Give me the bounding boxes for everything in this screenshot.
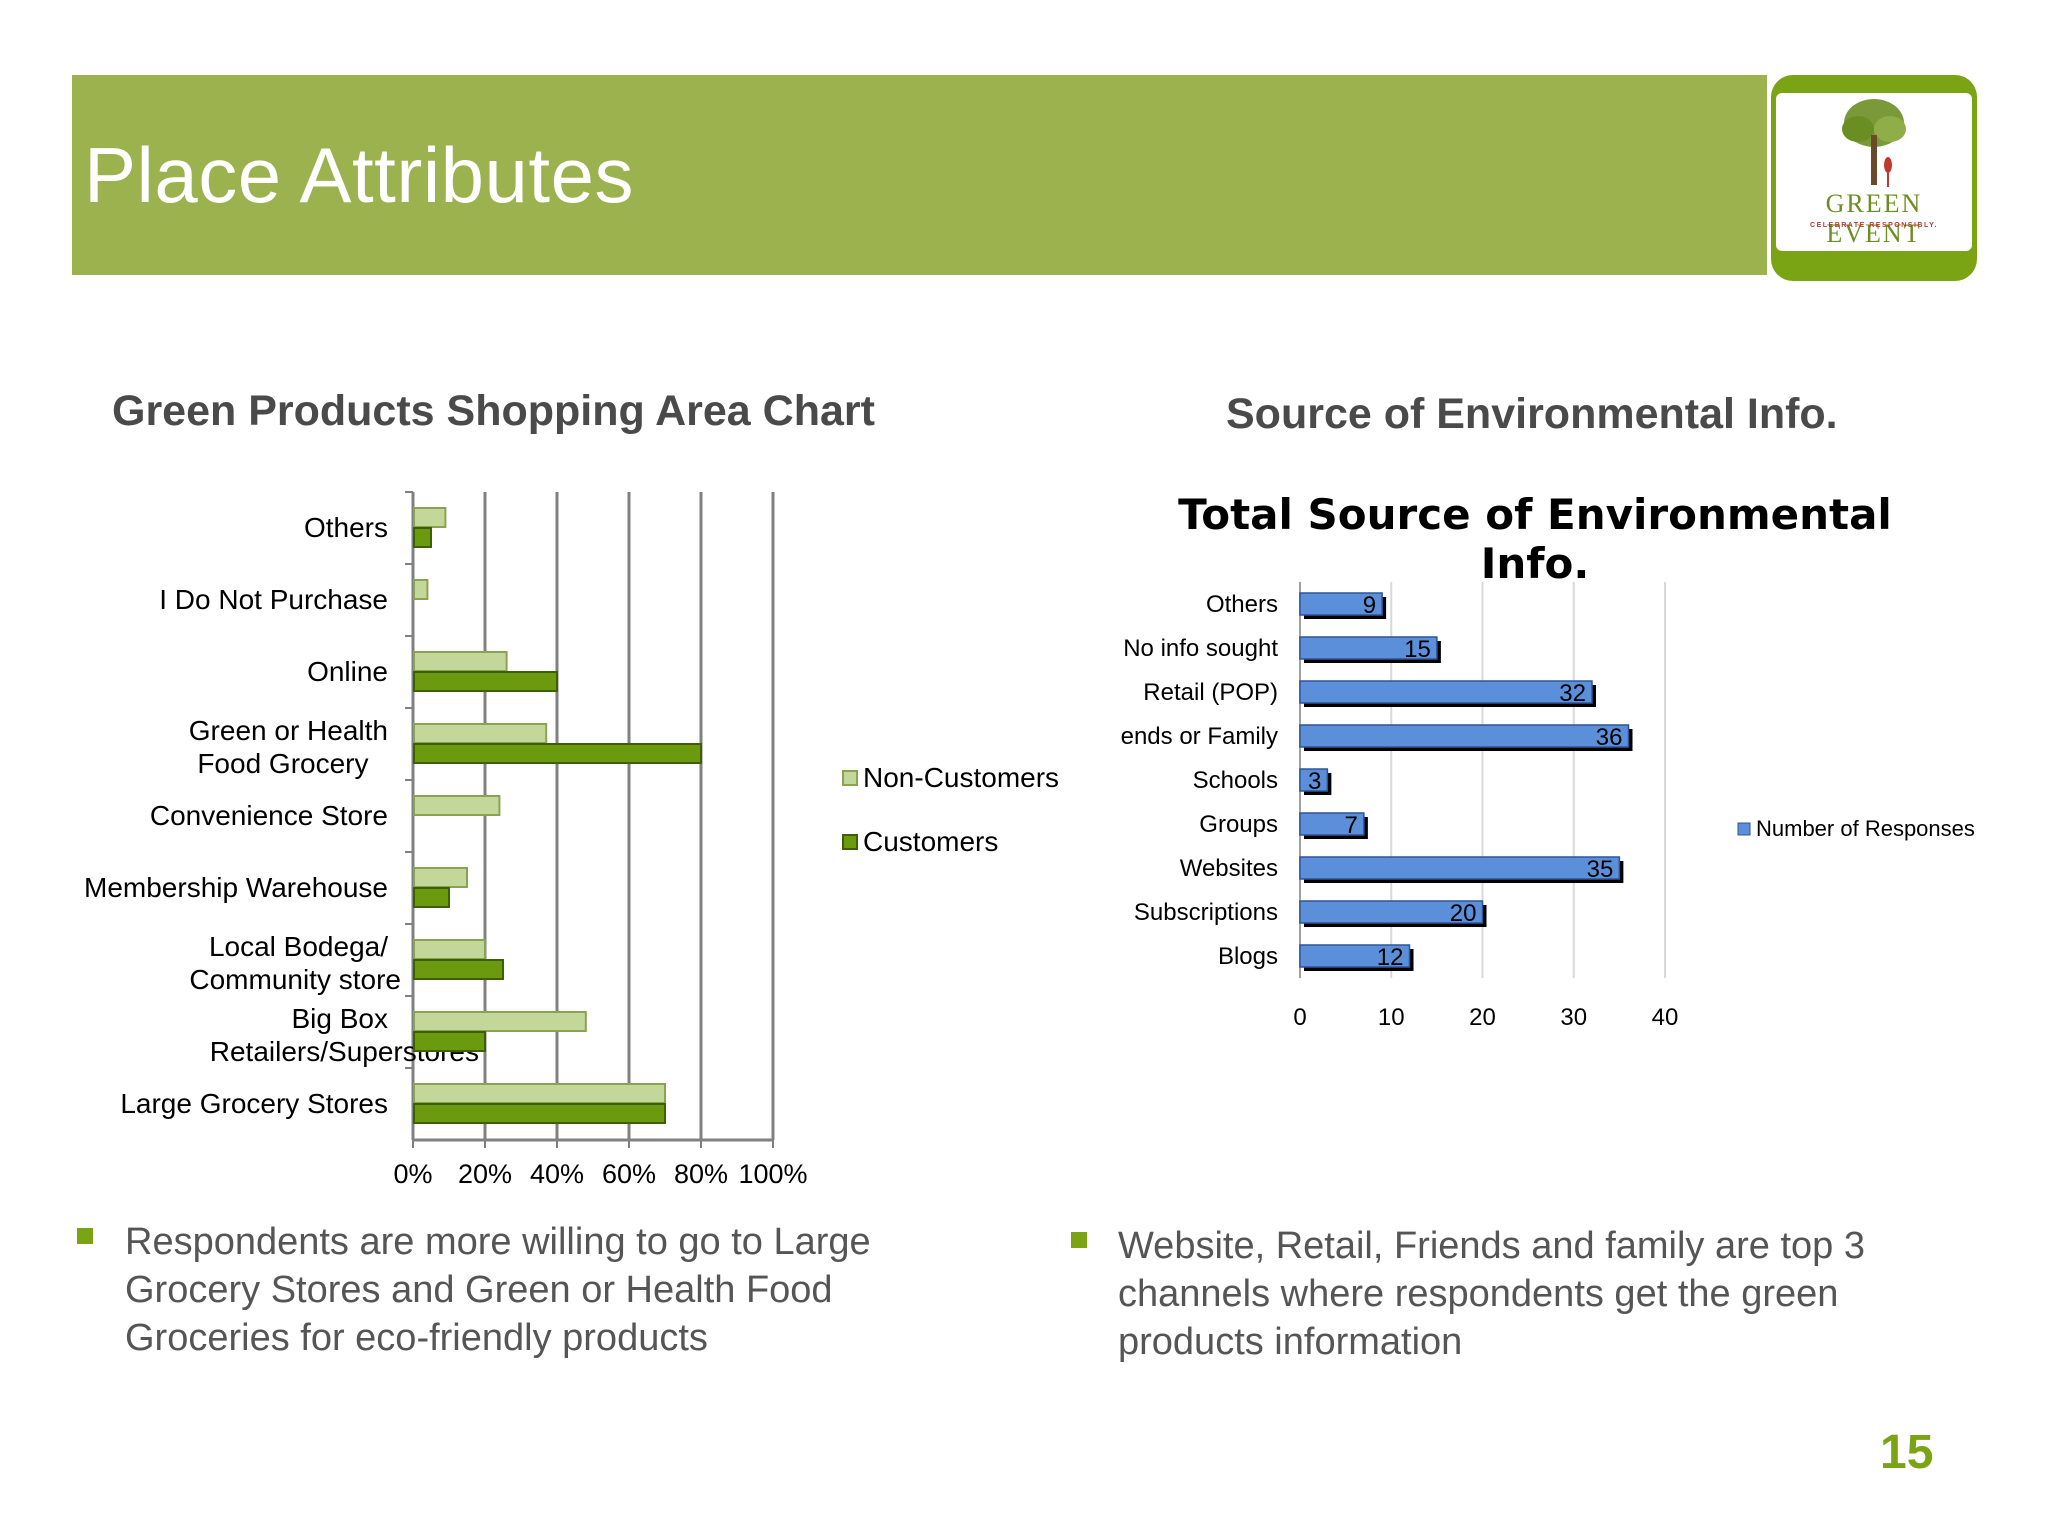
y-category-label: No info sought xyxy=(1123,635,1278,662)
bar-customers xyxy=(413,887,450,908)
bar-non-customers xyxy=(413,939,486,960)
x-tick-label: 80% xyxy=(674,1159,728,1189)
green-event-logo: GREEN EVENT CELEBRATE RESPONSIBLY. xyxy=(1771,75,1977,281)
tree-icon xyxy=(1842,99,1906,187)
legend-swatch xyxy=(842,770,858,786)
x-tick-label: 30 xyxy=(1560,1004,1587,1031)
bar-customers xyxy=(413,1031,486,1052)
bar-non-customers xyxy=(413,1011,587,1032)
bar-non-customers xyxy=(413,507,447,528)
right-section-heading: Source of Environmental Info. xyxy=(1226,390,1838,438)
bar-responses xyxy=(1299,592,1383,616)
shopping-area-chart: 0% 20% 40% 60% 80% 100% Others I Do Not Purchas… xyxy=(84,491,1059,1189)
x-tick-label: 20 xyxy=(1469,1004,1496,1031)
legend-swatch xyxy=(1737,822,1751,836)
data-label: 15 xyxy=(1404,636,1431,663)
bar-responses xyxy=(1299,724,1630,748)
slide-title: Place Attributes xyxy=(84,131,634,219)
bar-responses xyxy=(1299,768,1329,792)
logo-tagline: CELEBRATE RESPONSIBLY. xyxy=(1810,222,1938,229)
bar-responses xyxy=(1299,944,1411,968)
legend-swatch xyxy=(842,834,858,850)
y-category-label: Large Grocery Stores xyxy=(120,1088,388,1119)
bar-customers xyxy=(413,743,702,764)
legend-label: Number of Responses xyxy=(1756,816,1975,841)
page-number: 15 xyxy=(1880,1426,1934,1479)
left-bullet-text: Respondents are more willing to go to La… xyxy=(125,1221,871,1359)
bar-customers xyxy=(413,671,558,692)
y-category-label: Green or Health Food Grocery xyxy=(189,715,388,779)
bar-non-customers xyxy=(413,651,508,672)
y-category-label: ends or Family xyxy=(1121,723,1278,750)
x-tick-label: 0% xyxy=(393,1159,432,1189)
bar-responses xyxy=(1299,900,1484,924)
y-category-label: Membership Warehouse xyxy=(84,872,388,903)
bar-non-customers xyxy=(413,723,548,744)
data-label: 35 xyxy=(1587,856,1614,883)
bar-customers xyxy=(413,527,432,548)
y-category-label: Retail (POP) xyxy=(1143,679,1278,706)
y-category-label: Online xyxy=(307,656,388,687)
x-tick-label: 40% xyxy=(530,1159,584,1189)
y-category-label: I Do Not Purchase xyxy=(159,584,388,615)
y-category-label: Blogs xyxy=(1218,943,1278,970)
title-banner xyxy=(72,75,1767,275)
logo-wordmark: GREEN EVENT xyxy=(1825,189,1923,248)
data-label: 3 xyxy=(1308,768,1321,795)
y-category-label: Subscriptions xyxy=(1134,899,1278,926)
x-tick-label: 60% xyxy=(602,1159,656,1189)
y-category-label: Groups xyxy=(1199,811,1278,838)
right-bullet-text: Website, Retail, Friends and family are … xyxy=(1118,1225,1865,1363)
bar-responses xyxy=(1299,812,1365,836)
bar-non-customers xyxy=(413,795,501,816)
x-tick-label: 0 xyxy=(1293,1004,1306,1031)
logo-panel: GREEN EVENT CELEBRATE RESPONSIBLY. xyxy=(1776,93,1972,251)
bar-non-customers xyxy=(413,867,468,888)
data-label: 36 xyxy=(1596,724,1623,751)
bar-non-customers xyxy=(413,579,429,600)
bullet-marker-right xyxy=(1071,1232,1087,1248)
y-category-label: Others xyxy=(1206,591,1278,618)
legend-label: Customers xyxy=(863,826,998,857)
bar-customers xyxy=(413,959,504,980)
legend-label: Non-Customers xyxy=(863,762,1059,793)
bar-responses xyxy=(1299,636,1438,660)
data-label: 20 xyxy=(1450,900,1477,927)
x-tick-label: 10 xyxy=(1378,1004,1405,1031)
y-category-label: Schools xyxy=(1193,767,1278,794)
bar-customers xyxy=(413,1103,666,1124)
y-category-label: Local Bodega/Community store xyxy=(189,931,401,995)
data-label: 9 xyxy=(1363,592,1376,619)
y-category-label: Websites xyxy=(1180,855,1278,882)
x-tick-label: 40 xyxy=(1652,1004,1679,1031)
left-section-heading: Green Products Shopping Area Chart xyxy=(112,387,875,435)
data-label: 32 xyxy=(1559,680,1586,707)
bullet-marker-left xyxy=(77,1228,93,1244)
bar-responses xyxy=(1299,680,1593,704)
x-tick-label: 100% xyxy=(738,1159,807,1189)
data-label: 7 xyxy=(1345,812,1358,839)
bar-non-customers xyxy=(413,1083,666,1104)
bar-responses xyxy=(1299,856,1621,880)
y-category-label: Others xyxy=(304,512,388,543)
sources-chart: 0 10 20 30 40 Others 9 No info sought 15 Retail (… xyxy=(1121,582,1975,1031)
x-tick-label: 20% xyxy=(458,1159,512,1189)
sources-chart-title: Total Source of Environmental Info. xyxy=(1178,490,1892,588)
y-category-label: Convenience Store xyxy=(150,800,388,831)
data-label: 12 xyxy=(1377,944,1404,971)
